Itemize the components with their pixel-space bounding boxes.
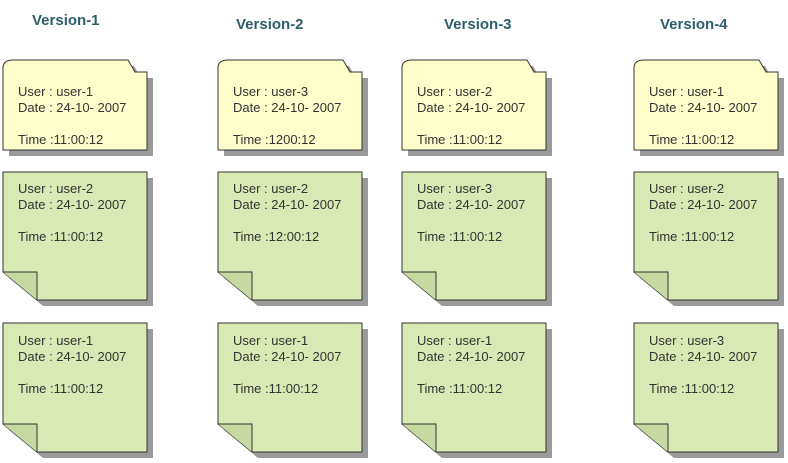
- note-fold: [634, 423, 669, 452]
- note: [633, 322, 779, 453]
- card-line: User : user-3: [649, 333, 724, 348]
- card-line: User : user-1: [233, 333, 308, 348]
- card-line: Time :12:00:12: [233, 229, 319, 244]
- card-line: Date : 24-10- 2007: [417, 349, 525, 364]
- note-fold: [634, 271, 669, 300]
- card-line: Date : 24-10- 2007: [18, 197, 126, 212]
- card-line: User : user-2: [417, 84, 492, 99]
- note: [2, 171, 148, 301]
- card-line: User : user-2: [233, 181, 308, 196]
- card-line: User : user-1: [649, 84, 724, 99]
- card-line: Date : 24-10- 2007: [649, 349, 757, 364]
- folder: [633, 59, 779, 151]
- card-line: User : user-2: [18, 181, 93, 196]
- note: [401, 322, 547, 453]
- card-line: User : user-1: [417, 333, 492, 348]
- card-line: Date : 24-10- 2007: [649, 197, 757, 212]
- card-line: Date : 24-10- 2007: [233, 100, 341, 115]
- note-fold: [3, 271, 38, 300]
- version-title: Version-3: [444, 16, 512, 33]
- note-fold: [402, 271, 437, 300]
- card-line: Date : 24-10- 2007: [649, 100, 757, 115]
- note-fold: [218, 423, 253, 452]
- folder: [217, 59, 363, 151]
- card-line: User : user-2: [649, 181, 724, 196]
- card-line: Time :11:00:12: [417, 229, 502, 244]
- card-line: Time :11:00:12: [417, 381, 502, 396]
- card-line: Date : 24-10- 2007: [417, 100, 525, 115]
- card-line: Time :11:00:12: [18, 132, 103, 147]
- folder: [2, 59, 148, 151]
- version-title: Version-2: [236, 16, 304, 33]
- card-line: Date : 24-10- 2007: [18, 349, 126, 364]
- card-line: Date : 24-10- 2007: [233, 197, 341, 212]
- card-line: Time :11:00:12: [649, 381, 734, 396]
- card-line: Date : 24-10- 2007: [233, 349, 341, 364]
- note-fold: [402, 423, 437, 452]
- card-line: User : user-1: [18, 333, 93, 348]
- card-line: User : user-3: [233, 84, 308, 99]
- card-line: Time :11:00:12: [649, 229, 734, 244]
- card-line: Time :11:00:12: [18, 229, 103, 244]
- card-line: Time :11:00:12: [417, 132, 502, 147]
- note-fold: [3, 423, 38, 452]
- note: [633, 171, 779, 301]
- note: [401, 171, 547, 301]
- note: [217, 171, 363, 301]
- note-fold: [218, 271, 253, 300]
- card-line: Time :1200:12: [233, 132, 316, 147]
- card-line: User : user-1: [18, 84, 93, 99]
- card-line: User : user-3: [417, 181, 492, 196]
- note: [217, 322, 363, 453]
- version-title: Version-1: [32, 12, 100, 29]
- card-line: Date : 24-10- 2007: [18, 100, 126, 115]
- card-line: Time :11:00:12: [18, 381, 103, 396]
- version-title: Version-4: [660, 16, 728, 33]
- card-line: Date : 24-10- 2007: [417, 197, 525, 212]
- folder: [401, 59, 547, 151]
- card-line: Time :11:00:12: [233, 381, 318, 396]
- card-line: Time :11:00:12: [649, 132, 734, 147]
- note: [2, 322, 148, 453]
